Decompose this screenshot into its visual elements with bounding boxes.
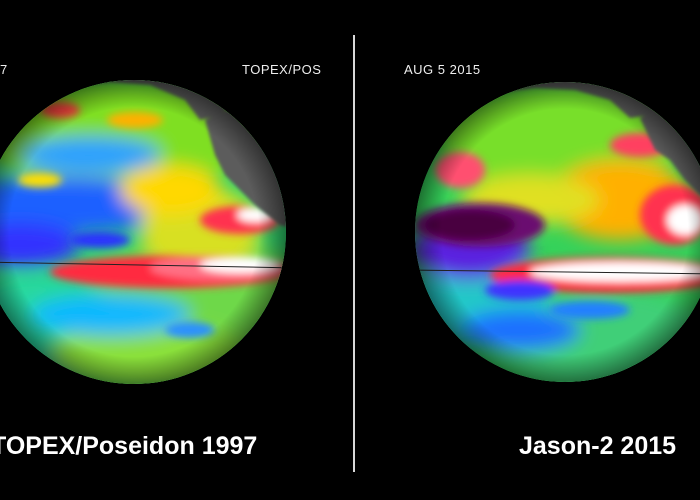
globe-1997 [0,80,286,384]
globe-2015 [415,82,700,382]
caption-1997: TOPEX/Poseidon 1997 [0,432,258,460]
left-panel: 7 TOPEX/POS TOPEX/Poseidon 1997 [0,62,322,460]
date-label: AUG 5 2015 [404,62,481,77]
corner-label: 7 [0,62,8,77]
right-panel: AUG 5 2015 Jason-2 2015 [356,0,700,500]
satellite-label-topex: TOPEX/POS [242,62,322,77]
caption-2015: Jason-2 2015 [519,432,677,460]
panel-divider [353,35,355,472]
